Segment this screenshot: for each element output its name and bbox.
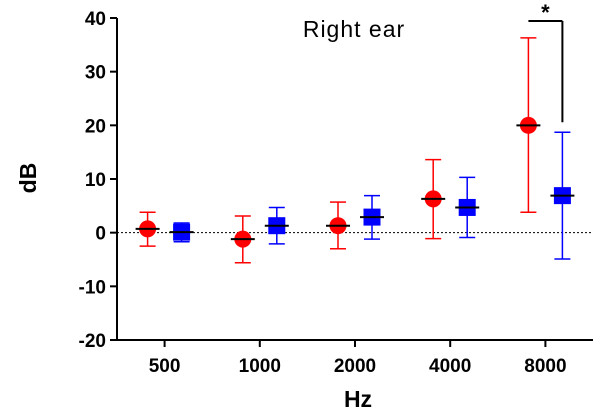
plot-area: -20 -10 0 10 20 30 40 500 1000 2000 4000 8000 * (79, 0, 593, 377)
y-tick-label: 40 (85, 9, 106, 30)
y-tick-label: 30 (85, 63, 106, 84)
y-tick-label: 0 (95, 224, 106, 245)
x-tick-label: 8000 (524, 356, 566, 377)
x-tick-label: 2000 (334, 356, 376, 377)
y-tick-label: 20 (85, 116, 106, 137)
y-tick-label: -10 (79, 277, 106, 298)
x-tick-label: 1000 (239, 356, 281, 377)
chart-title: Right ear (303, 16, 405, 42)
x-axis-label: Hz (344, 386, 372, 412)
y-tick-label: -20 (79, 331, 106, 352)
significance-label: * (541, 0, 550, 25)
y-tick-label: 10 (85, 170, 106, 191)
y-axis-label: dB (15, 163, 41, 194)
x-tick-label: 4000 (429, 356, 471, 377)
x-tick-label: 500 (149, 356, 181, 377)
